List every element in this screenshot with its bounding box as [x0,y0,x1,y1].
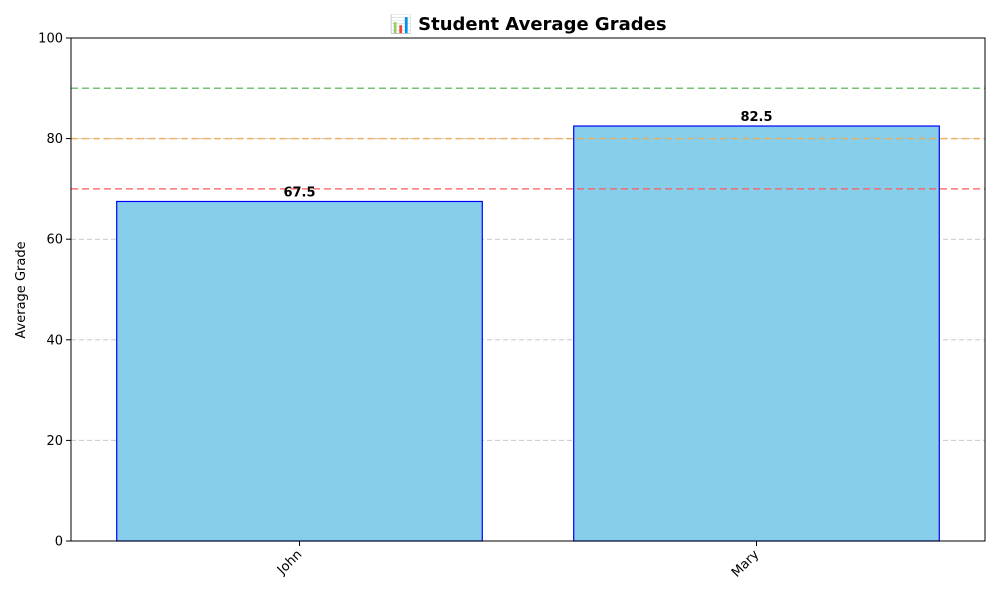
data-label: 82.5 [740,110,772,125]
data-labels: 67.5 82.5 [283,110,772,200]
data-label: 67.5 [283,185,315,200]
y-tick-label: 20 [46,434,63,449]
y-tick-label: 60 [46,233,63,248]
y-tick-label: 100 [38,32,63,47]
y-tick-label: 0 [55,535,63,550]
chart-title: 📊 Student Average Grades [389,13,666,35]
x-tick-label: John [274,547,305,578]
x-tick-label: Mary [729,547,763,581]
y-axis-label: Average Grade [14,241,29,338]
y-tick-label: 40 [46,333,63,348]
plot-frame [70,37,986,542]
bar-john [116,200,483,542]
reference-lines [71,87,985,190]
y-tick-label: 80 [46,132,63,147]
